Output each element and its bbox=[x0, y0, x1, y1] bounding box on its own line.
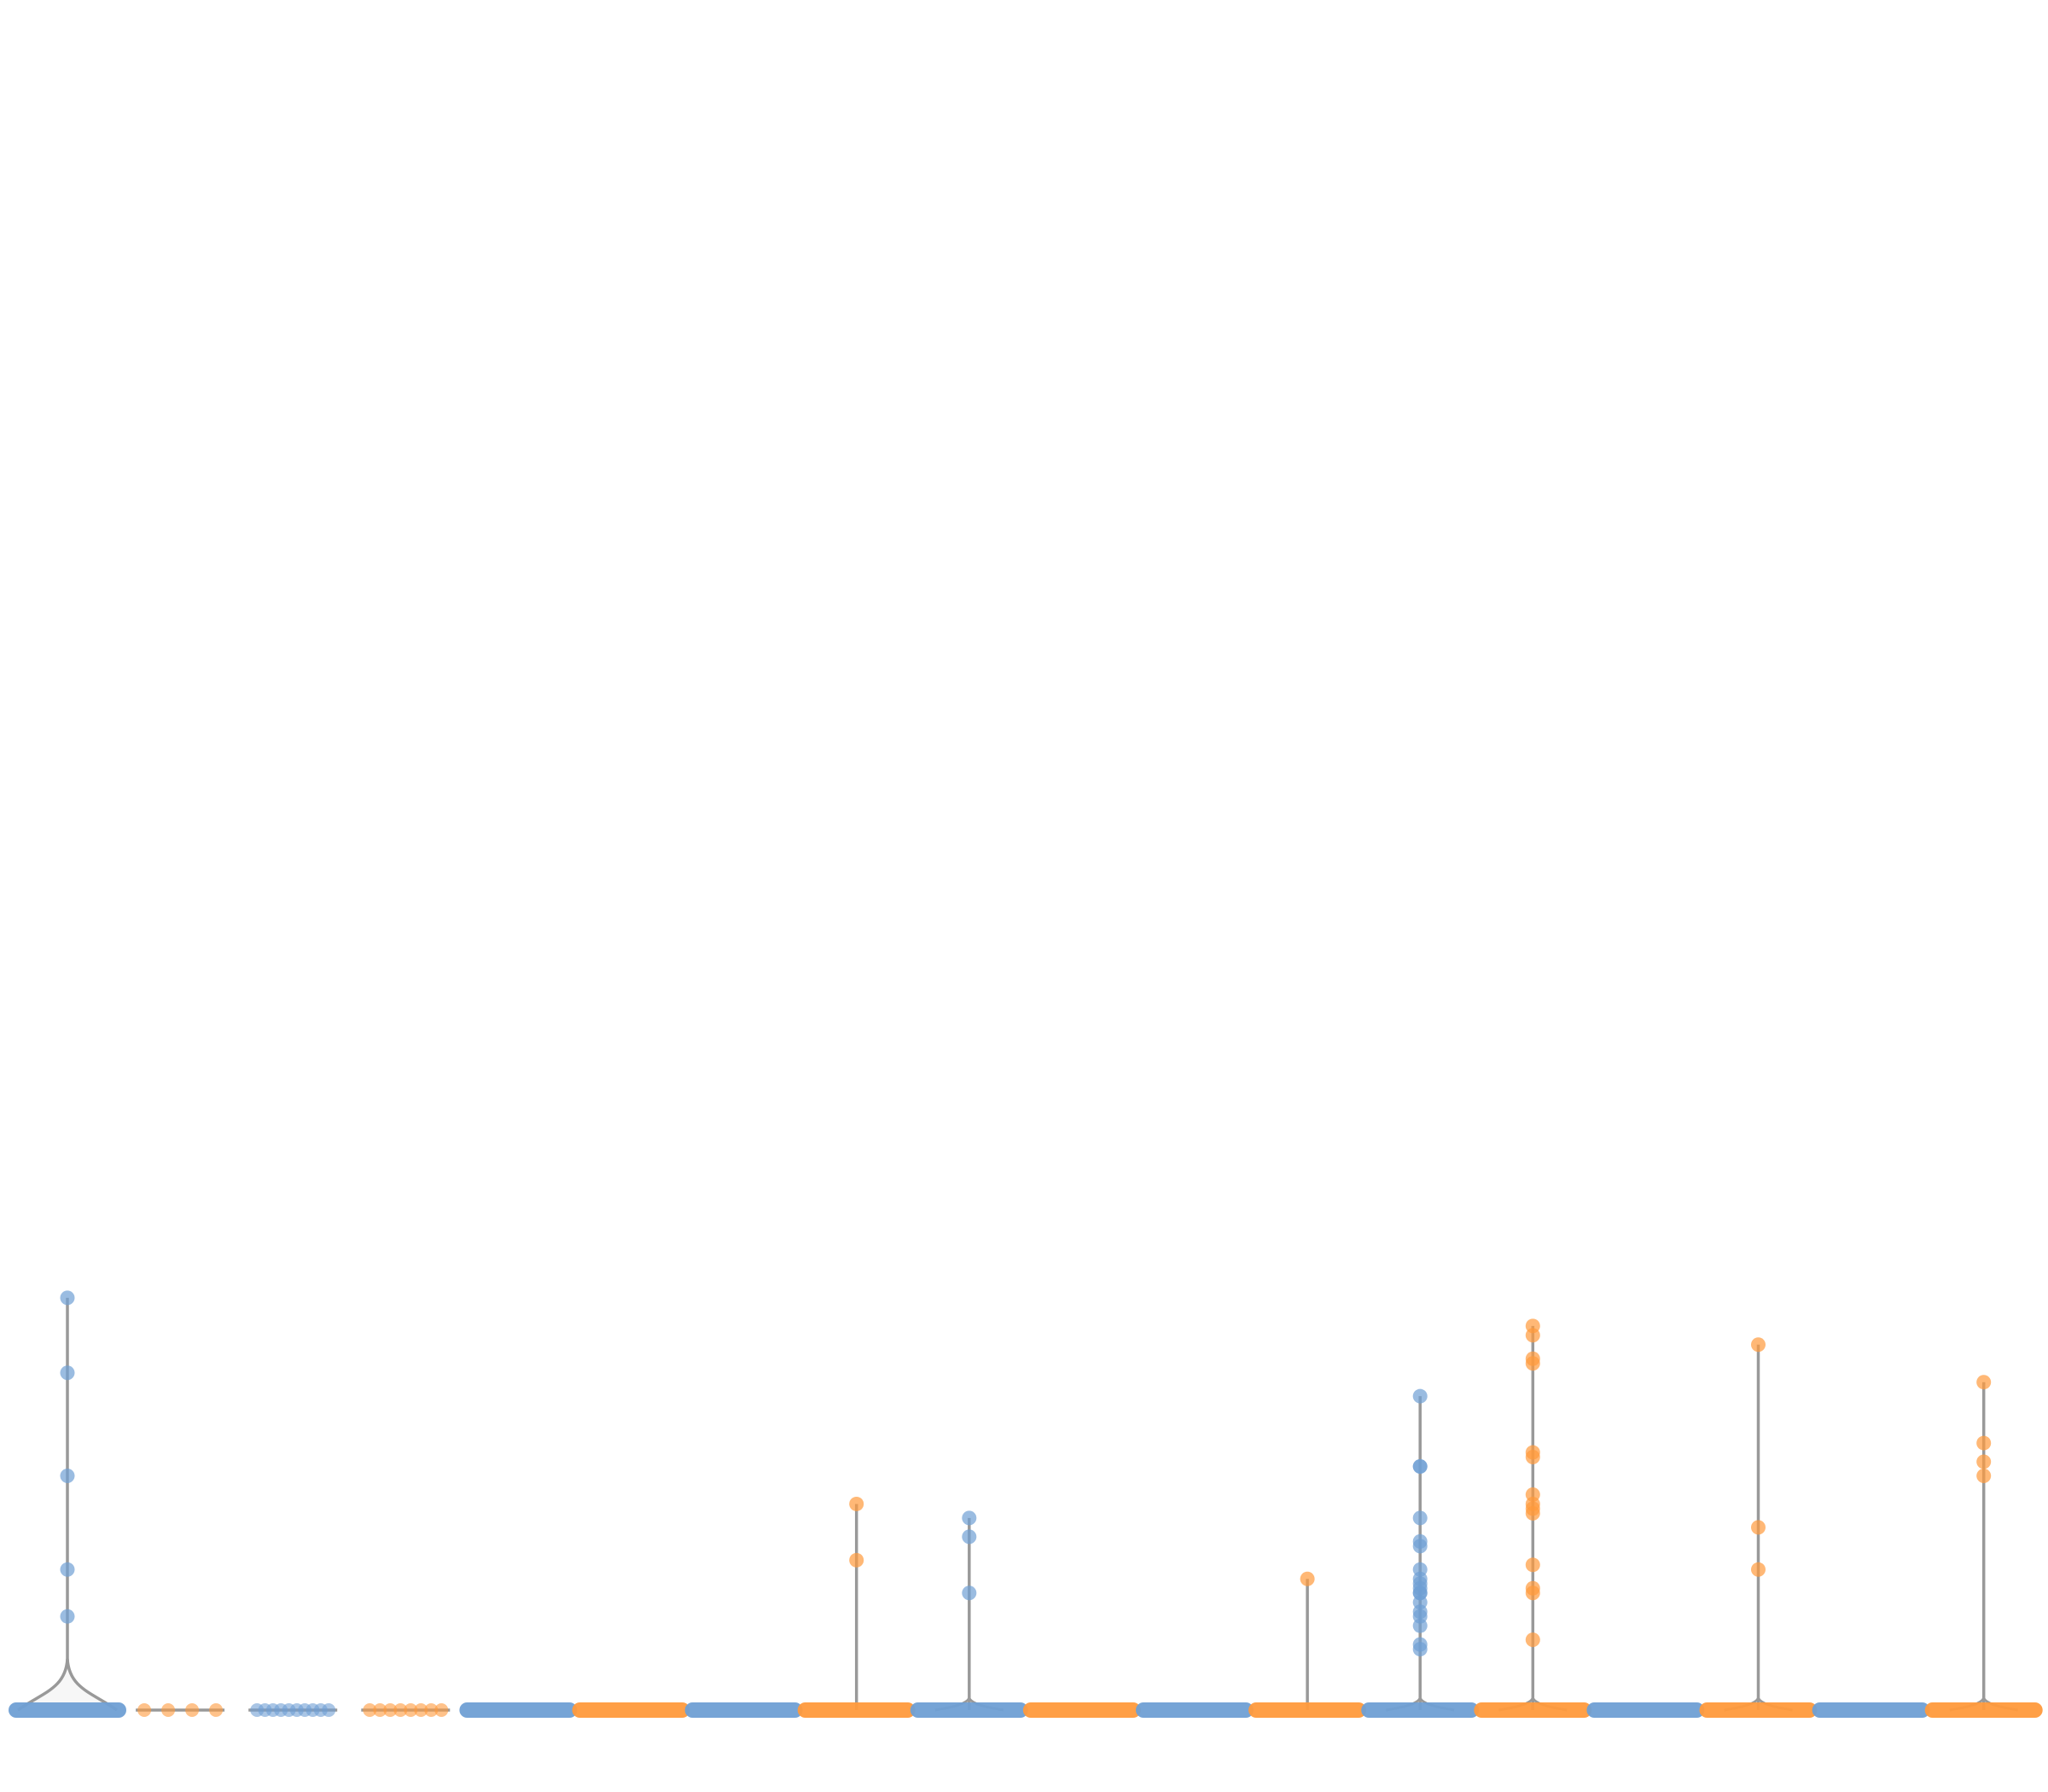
violin-group-2 bbox=[136, 1703, 225, 1717]
violin-group-8 bbox=[797, 1496, 916, 1718]
violin-group-9 bbox=[910, 1510, 1028, 1718]
data-point bbox=[849, 1496, 864, 1511]
data-point bbox=[383, 1703, 398, 1717]
data-point bbox=[1412, 1533, 1428, 1549]
data-point bbox=[962, 1529, 977, 1545]
violin-group-14 bbox=[1474, 1318, 1592, 1718]
data-point bbox=[137, 1703, 152, 1717]
data-point bbox=[1412, 1562, 1428, 1577]
violin-group-16 bbox=[1699, 1337, 1818, 1718]
data-point bbox=[962, 1585, 977, 1601]
data-point bbox=[1525, 1632, 1540, 1648]
data-point bbox=[1976, 1454, 1992, 1469]
data-point bbox=[1525, 1318, 1540, 1334]
data-point bbox=[849, 1552, 864, 1568]
data-point bbox=[1976, 1469, 1992, 1483]
data-point bbox=[1525, 1445, 1540, 1460]
data-point bbox=[962, 1510, 977, 1526]
data-point bbox=[161, 1703, 176, 1717]
violin-group-13 bbox=[1361, 1388, 1480, 1718]
data-point bbox=[1525, 1487, 1540, 1502]
data-point bbox=[322, 1703, 336, 1717]
data-point bbox=[1412, 1388, 1428, 1404]
data-point bbox=[60, 1562, 75, 1577]
data-point bbox=[1751, 1520, 1766, 1535]
violin-group-12 bbox=[1248, 1571, 1367, 1718]
data-point bbox=[373, 1703, 387, 1717]
data-point bbox=[60, 1290, 75, 1306]
data-point bbox=[1412, 1637, 1428, 1652]
data-point bbox=[185, 1703, 200, 1717]
data-point bbox=[60, 1365, 75, 1381]
data-point bbox=[1525, 1351, 1540, 1366]
data-point bbox=[60, 1609, 75, 1624]
data-point bbox=[1525, 1557, 1540, 1573]
violin-body bbox=[16, 1658, 119, 1712]
data-point bbox=[424, 1703, 439, 1717]
data-point bbox=[209, 1703, 224, 1717]
violin-group-3 bbox=[248, 1703, 338, 1717]
data-point bbox=[1976, 1435, 1992, 1451]
data-point bbox=[1300, 1571, 1315, 1586]
violin-group-1 bbox=[9, 1290, 126, 1718]
data-point bbox=[1976, 1375, 1992, 1390]
data-point bbox=[1412, 1459, 1428, 1475]
data-point bbox=[1751, 1337, 1766, 1353]
data-point bbox=[414, 1703, 428, 1717]
data-point bbox=[393, 1703, 408, 1717]
data-point bbox=[404, 1703, 418, 1717]
data-point bbox=[363, 1703, 377, 1717]
data-point bbox=[1525, 1580, 1540, 1596]
violin-group-4 bbox=[361, 1703, 451, 1717]
data-point bbox=[1412, 1510, 1428, 1526]
data-point bbox=[60, 1469, 75, 1483]
violin-group-18 bbox=[1924, 1375, 2043, 1718]
data-point bbox=[1751, 1562, 1766, 1577]
data-point bbox=[434, 1703, 449, 1717]
